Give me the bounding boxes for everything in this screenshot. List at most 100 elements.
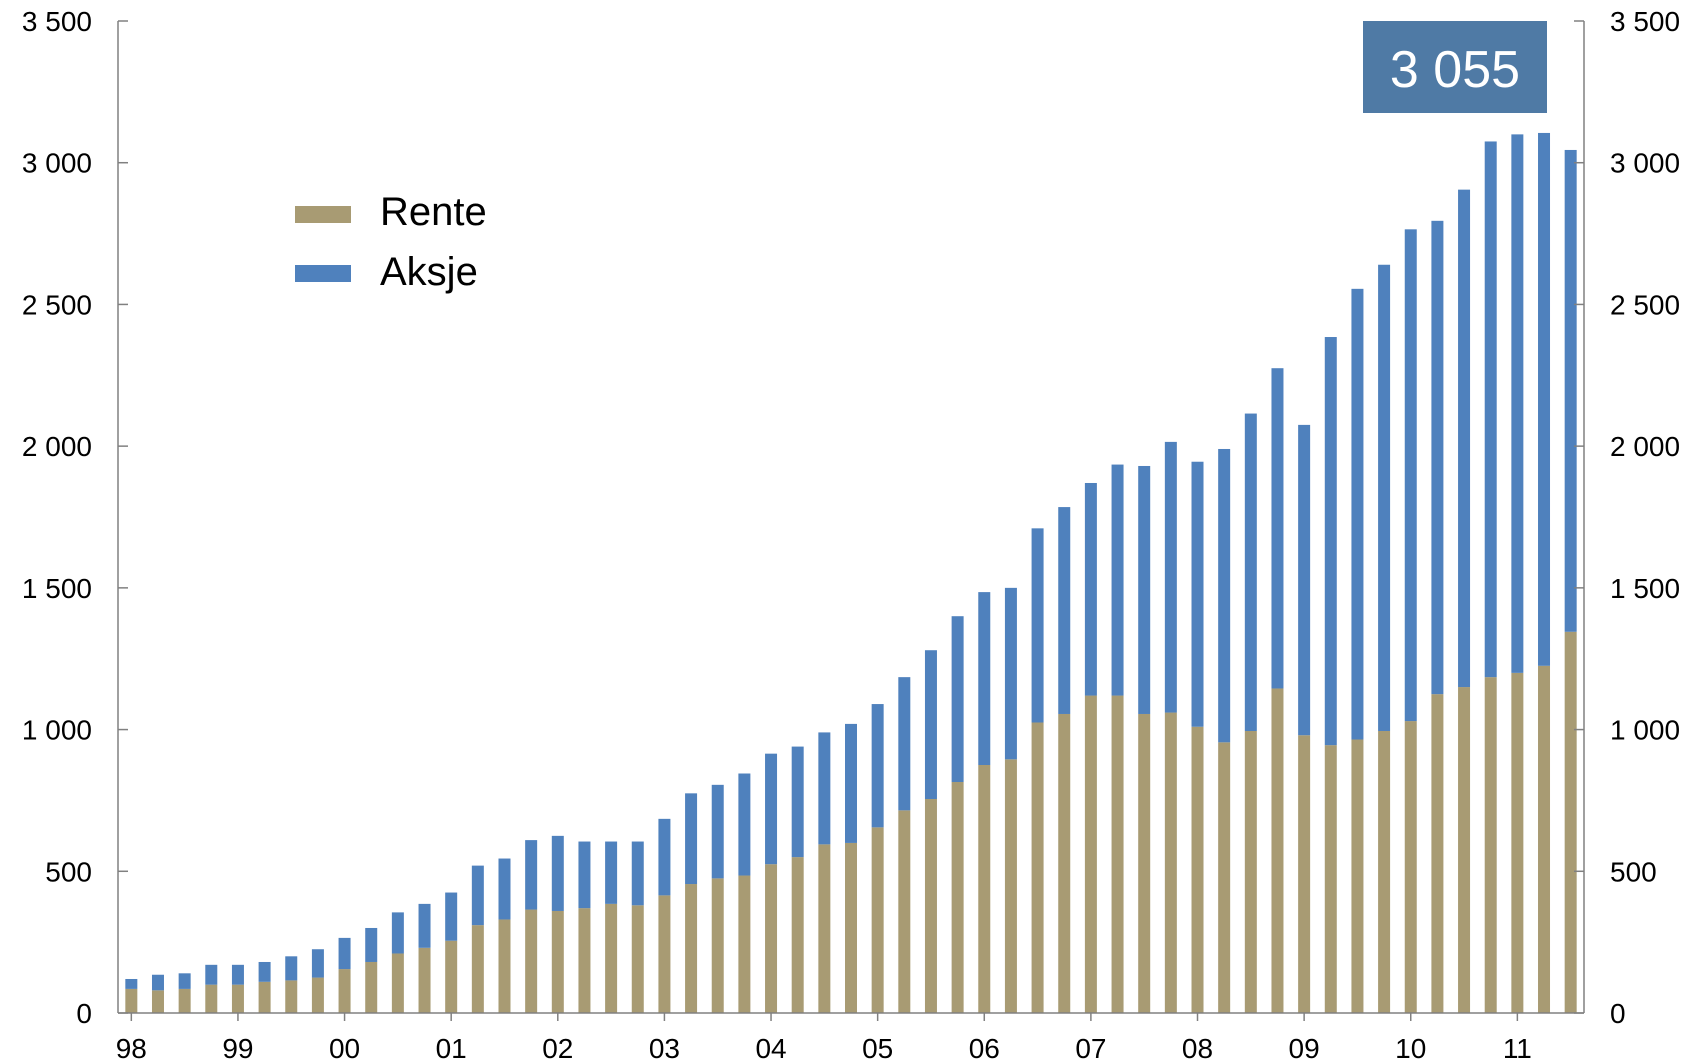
bar-rente-0	[125, 989, 137, 1013]
bar-aksje-46	[1351, 289, 1363, 740]
bar-rente-3	[205, 985, 217, 1013]
bar-rente-41	[1218, 742, 1230, 1013]
bar-aksje-39	[1165, 442, 1177, 713]
bar-aksje-36	[1085, 483, 1097, 696]
bar-rente-21	[685, 884, 697, 1013]
bar-aksje-13	[472, 866, 484, 926]
bar-aksje-18	[605, 842, 617, 904]
bar-aksje-16	[552, 836, 564, 911]
x-tick-label: 05	[862, 1033, 893, 1064]
bar-aksje-45	[1325, 337, 1337, 745]
bar-rente-9	[365, 962, 377, 1013]
bar-rente-43	[1271, 688, 1283, 1013]
bar-rente-17	[578, 908, 590, 1013]
callout-value: 3 055	[1390, 41, 1520, 99]
x-tick-label: 06	[969, 1033, 1000, 1064]
bar-aksje-27	[845, 724, 857, 843]
bar-rente-37	[1112, 696, 1124, 1013]
bar-rente-35	[1058, 714, 1070, 1013]
bar-rente-5	[259, 982, 271, 1013]
bar-aksje-1	[152, 975, 164, 991]
bar-rente-11	[419, 948, 431, 1013]
bar-rente-50	[1458, 687, 1470, 1013]
bar-aksje-53	[1538, 133, 1550, 666]
bar-rente-20	[658, 895, 670, 1013]
bar-rente-32	[978, 765, 990, 1013]
bar-aksje-24	[765, 754, 777, 865]
bar-aksje-28	[872, 704, 884, 827]
left-y-tick-label: 500	[45, 856, 92, 887]
bar-aksje-2	[179, 973, 191, 989]
right-y-tick-label: 3 500	[1610, 6, 1680, 37]
bar-rente-47	[1378, 731, 1390, 1013]
legend-label-aksje: Aksje	[380, 250, 478, 294]
bar-aksje-8	[339, 938, 351, 969]
bar-rente-54	[1565, 632, 1577, 1013]
x-tick-label: 00	[329, 1033, 360, 1064]
bar-aksje-31	[952, 616, 964, 782]
bar-aksje-7	[312, 949, 324, 977]
bar-aksje-30	[925, 650, 937, 799]
legend-swatch-rente	[295, 206, 351, 223]
bar-rente-45	[1325, 745, 1337, 1013]
bar-aksje-38	[1138, 466, 1150, 714]
bar-aksje-48	[1405, 229, 1417, 721]
bar-aksje-32	[978, 592, 990, 765]
bar-rente-49	[1431, 694, 1443, 1013]
right-y-tick-labels: 05001 0001 5002 0002 5003 0003 500	[1610, 6, 1680, 1029]
x-tick-label: 07	[1075, 1033, 1106, 1064]
bar-aksje-3	[205, 965, 217, 985]
left-y-tick-label: 0	[76, 998, 92, 1029]
x-tick-label: 08	[1182, 1033, 1213, 1064]
bar-aksje-49	[1431, 221, 1443, 694]
bar-rente-30	[925, 799, 937, 1013]
bar-rente-8	[339, 969, 351, 1013]
bar-rente-7	[312, 978, 324, 1013]
right-y-tick-label: 1 500	[1610, 573, 1680, 604]
bar-rente-44	[1298, 735, 1310, 1013]
bar-aksje-50	[1458, 190, 1470, 687]
bar-aksje-44	[1298, 425, 1310, 735]
bar-rente-1	[152, 990, 164, 1013]
bar-rente-29	[898, 810, 910, 1013]
bar-rente-36	[1085, 696, 1097, 1013]
bar-aksje-10	[392, 912, 404, 953]
bar-rente-33	[1005, 759, 1017, 1013]
bar-aksje-17	[578, 842, 590, 909]
left-y-tick-label: 1 000	[22, 715, 92, 746]
bar-aksje-52	[1511, 134, 1523, 673]
bar-aksje-4	[232, 965, 244, 985]
x-tick-label: 02	[542, 1033, 573, 1064]
bar-aksje-51	[1485, 141, 1497, 677]
left-y-tick-label: 2 000	[22, 431, 92, 462]
bar-rente-18	[605, 904, 617, 1013]
bar-rente-27	[845, 843, 857, 1013]
bar-rente-2	[179, 989, 191, 1013]
bar-rente-23	[738, 876, 750, 1013]
bar-aksje-42	[1245, 414, 1257, 731]
bar-rente-42	[1245, 731, 1257, 1013]
left-y-tick-label: 2 500	[22, 289, 92, 320]
bar-rente-48	[1405, 721, 1417, 1013]
bar-aksje-29	[898, 677, 910, 810]
legend-label-rente: Rente	[380, 190, 487, 234]
bar-aksje-26	[818, 732, 830, 844]
x-tick-labels: 98 99 00 01 02 03 04 05 06 07 08 09 10 11	[116, 1033, 1532, 1064]
bar-aksje-40	[1192, 462, 1204, 727]
bar-rente-14	[498, 919, 510, 1013]
left-y-tick-labels: 05001 0001 5002 0002 5003 0003 500	[22, 6, 92, 1029]
bar-aksje-14	[498, 859, 510, 920]
bar-aksje-41	[1218, 449, 1230, 742]
x-tick-label: 03	[649, 1033, 680, 1064]
right-y-tick-label: 2 500	[1610, 289, 1680, 320]
bar-rente-26	[818, 844, 830, 1013]
x-tick-label: 04	[755, 1033, 786, 1064]
bar-aksje-19	[632, 842, 644, 906]
bar-aksje-5	[259, 962, 271, 982]
bar-rente-10	[392, 953, 404, 1013]
bar-rente-34	[1032, 722, 1044, 1013]
x-tick-label: 11	[1503, 1033, 1532, 1064]
x-tick-label: 99	[222, 1033, 253, 1064]
bar-rente-40	[1192, 727, 1204, 1013]
